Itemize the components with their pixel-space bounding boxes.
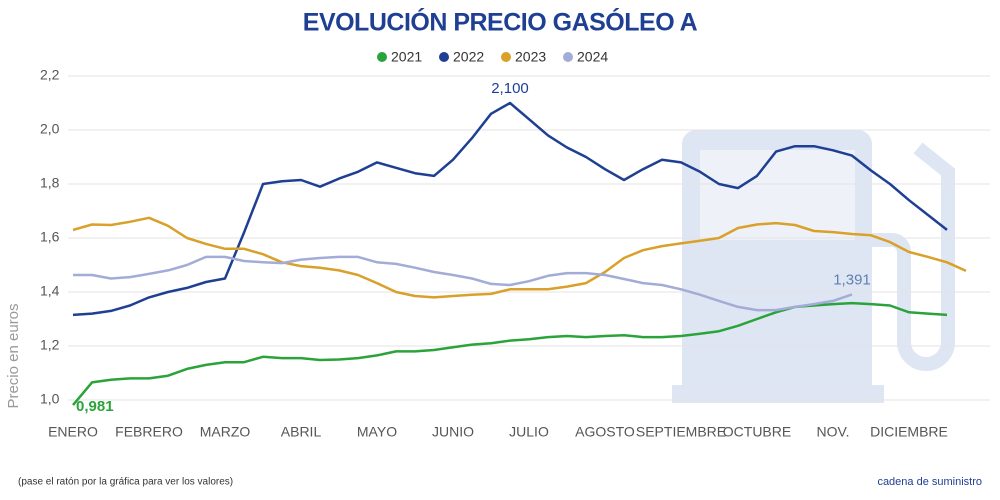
note: (pase el ratón por la gráfica para ver l… — [18, 477, 233, 488]
x-tick-label: SEPTIEMBRE — [636, 424, 726, 440]
data-label: 2,100 — [491, 80, 529, 97]
legend-marker — [377, 52, 387, 62]
legend: 2021 2022 2023 2024 — [377, 49, 608, 65]
x-tick-label: DICIEMBRE — [870, 424, 948, 440]
x-tick-label: ABRIL — [281, 424, 322, 440]
series-line — [72, 216, 967, 299]
brand: cadena de suministro — [877, 476, 982, 488]
legend-text: 2024 — [577, 49, 608, 65]
legend-marker — [439, 52, 449, 62]
legend-item[interactable]: 2023 — [501, 49, 546, 65]
y-tick-label: 1,0 — [40, 391, 60, 407]
series-line — [73, 255, 853, 312]
x-tick-label: JULIO — [509, 424, 549, 440]
x-tick-label: OCTUBRE — [723, 424, 791, 440]
legend-text: 2022 — [453, 49, 484, 65]
y-tick-label: 2,0 — [40, 121, 60, 137]
x-tick-label: MARZO — [200, 424, 251, 440]
legend-marker — [563, 52, 573, 62]
x-tick-label: ENERO — [48, 424, 98, 440]
x-tick-label: NOV. — [817, 424, 850, 440]
x-tick-label: FEBRERO — [115, 424, 183, 440]
y-axis-label: Precio en euros — [5, 303, 22, 408]
legend-item[interactable]: 2024 — [563, 49, 608, 65]
x-tick-label: AGOSTO — [575, 424, 635, 440]
data-label: 0,981 — [76, 398, 114, 415]
legend-marker — [501, 52, 511, 62]
y-tick-label: 1,6 — [40, 229, 60, 245]
x-tick-label: MAYO — [357, 424, 397, 440]
pump-icon — [672, 130, 955, 403]
chart-title: EVOLUCIÓN PRECIO GASÓLEO A — [303, 7, 698, 37]
y-tick-label: 2,2 — [40, 67, 60, 83]
legend-item[interactable]: 2022 — [439, 49, 484, 65]
legend-text: 2021 — [391, 49, 422, 65]
y-tick-label: 1,2 — [40, 337, 60, 353]
legend-text: 2023 — [515, 49, 546, 65]
data-label: 1,391 — [833, 271, 871, 288]
legend-item[interactable]: 2021 — [377, 49, 422, 65]
series-line — [72, 101, 948, 317]
y-tick-label: 1,8 — [40, 175, 60, 191]
y-tick-label: 1,4 — [40, 283, 60, 299]
x-tick-label: JUNIO — [432, 424, 474, 440]
